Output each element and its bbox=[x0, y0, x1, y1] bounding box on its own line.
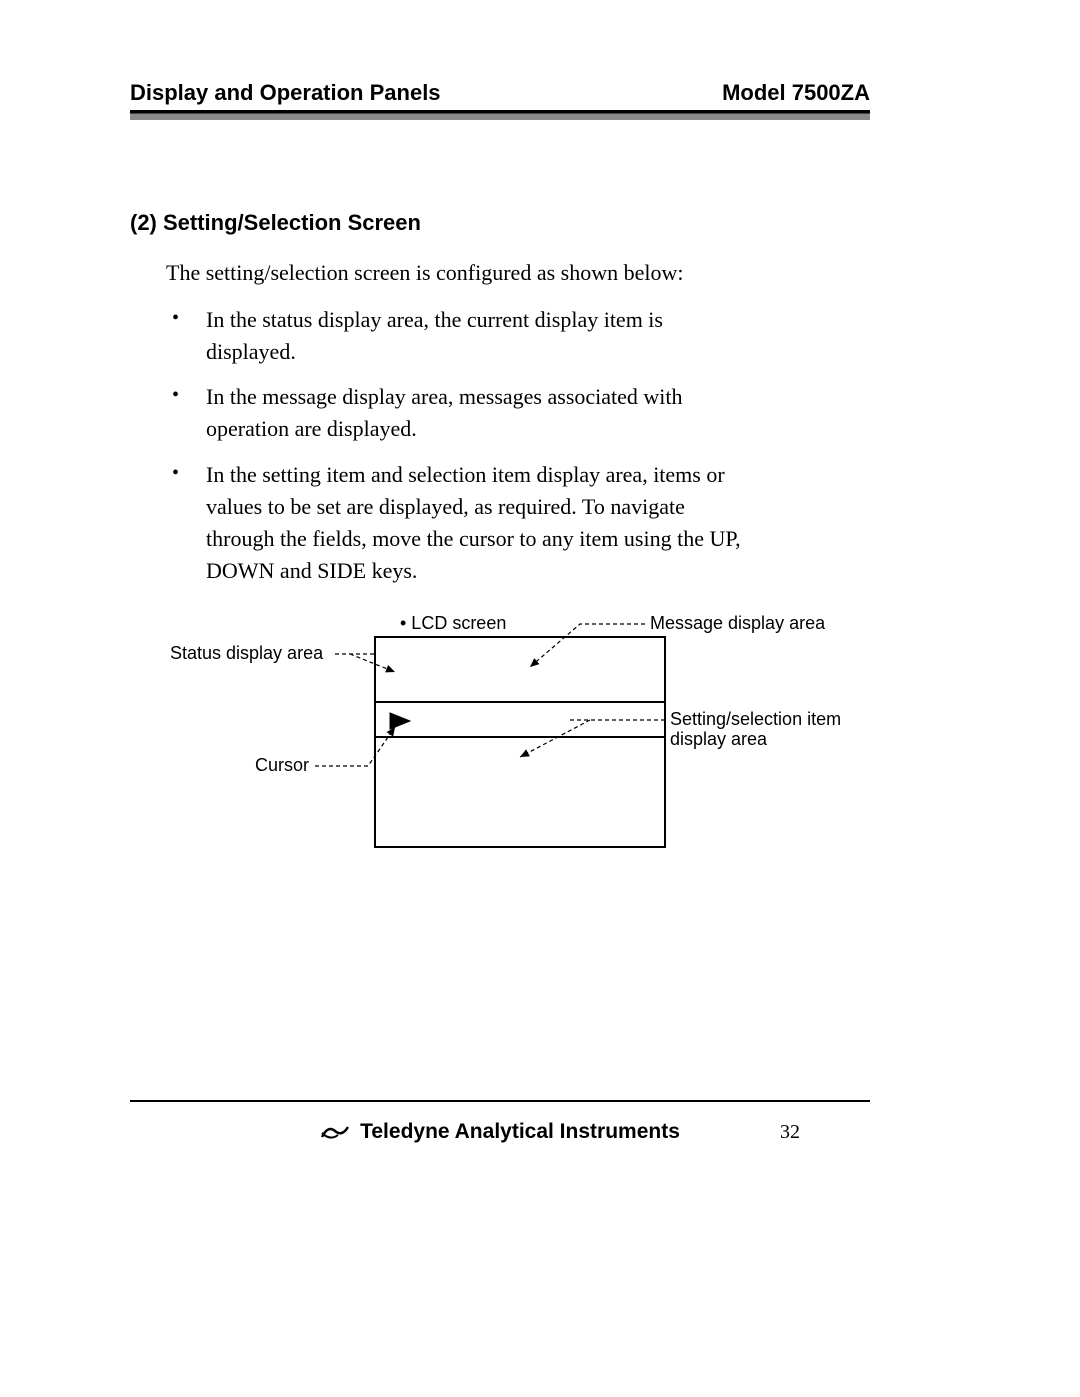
page-content: Display and Operation Panels Model 7500Z… bbox=[130, 80, 870, 872]
setting-leader bbox=[520, 720, 665, 757]
lcd-screen-label: • LCD screen bbox=[400, 613, 506, 633]
list-item: In the setting item and selection item d… bbox=[172, 459, 752, 587]
header-left: Display and Operation Panels bbox=[130, 80, 441, 106]
message-label: Message display area bbox=[650, 613, 826, 633]
cursor-leader bbox=[315, 727, 395, 766]
teledyne-logo-icon bbox=[320, 1123, 350, 1141]
arrow-icon bbox=[385, 665, 395, 672]
lcd-diagram: • LCD screen Status display area Message… bbox=[150, 607, 870, 872]
footer-rule bbox=[130, 1100, 870, 1102]
list-item: In the message display area, messages as… bbox=[172, 381, 752, 445]
section-title: (2) Setting/Selection Screen bbox=[130, 210, 870, 236]
message-leader bbox=[530, 624, 645, 667]
header-right: Model 7500ZA bbox=[722, 80, 870, 106]
bullet-list: In the status display area, the current … bbox=[172, 304, 870, 587]
setting-label-line1: Setting/selection item bbox=[670, 709, 841, 729]
footer-brand: Teledyne Analytical Instruments bbox=[320, 1120, 680, 1144]
header-rule bbox=[130, 110, 870, 120]
setting-label-line2: display area bbox=[670, 729, 768, 749]
diagram-svg: • LCD screen Status display area Message… bbox=[150, 607, 890, 867]
page-number: 32 bbox=[780, 1121, 800, 1144]
footer-brand-text: Teledyne Analytical Instruments bbox=[360, 1120, 680, 1144]
status-label: Status display area bbox=[170, 643, 324, 663]
status-leader bbox=[335, 654, 395, 672]
lcd-box bbox=[375, 637, 665, 847]
section-intro: The setting/selection screen is configur… bbox=[166, 258, 870, 288]
page-footer: Teledyne Analytical Instruments 32 bbox=[130, 1100, 870, 1144]
cursor-icon bbox=[390, 713, 410, 729]
cursor-label: Cursor bbox=[255, 755, 309, 775]
page-header: Display and Operation Panels Model 7500Z… bbox=[130, 80, 870, 110]
arrow-icon bbox=[520, 749, 530, 757]
list-item: In the status display area, the current … bbox=[172, 304, 752, 368]
